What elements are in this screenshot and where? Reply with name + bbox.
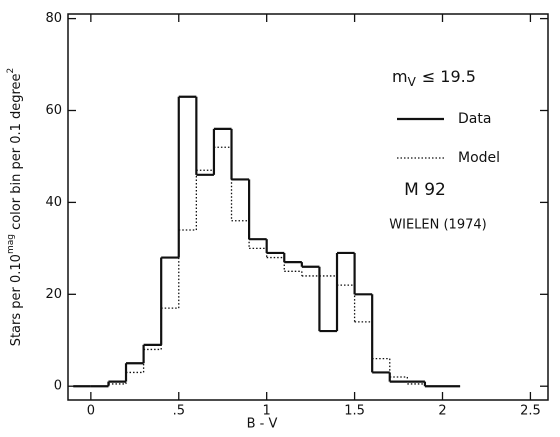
source-label: WIELEN (1974) <box>389 218 486 233</box>
y-label-superscript: 2 <box>6 68 16 74</box>
y-tick-label: 40 <box>45 195 62 210</box>
magnitude-limit: mV ≤ 19.5 <box>392 67 476 89</box>
y-label-part: color bin per 0.1 degree <box>9 73 24 234</box>
x-tick-label: 1 <box>263 404 271 419</box>
x-axis-label: B - V <box>247 417 278 432</box>
y-tick-label: 80 <box>45 11 62 26</box>
cluster-label: M 92 <box>404 180 446 200</box>
x-tick-label: .5 <box>173 404 185 419</box>
legend-label: Model <box>458 150 500 166</box>
plot-frame <box>67 13 549 401</box>
y-label-part: Stars per 0.10 <box>9 254 24 346</box>
y-tick-label: 60 <box>45 103 62 118</box>
x-tick-label: 2.5 <box>520 404 541 419</box>
x-tick-label: 2 <box>438 404 446 419</box>
legend-label: Data <box>458 111 491 127</box>
y-tick-label: 20 <box>45 287 62 302</box>
y-label-superscript: mag <box>6 234 16 254</box>
x-tick-label: 1.5 <box>344 404 365 419</box>
y-tick-label: 0 <box>54 379 62 394</box>
y-axis-label: Stars per 0.10mag color bin per 0.1 degr… <box>6 68 24 347</box>
x-tick-label: 0 <box>87 404 95 419</box>
